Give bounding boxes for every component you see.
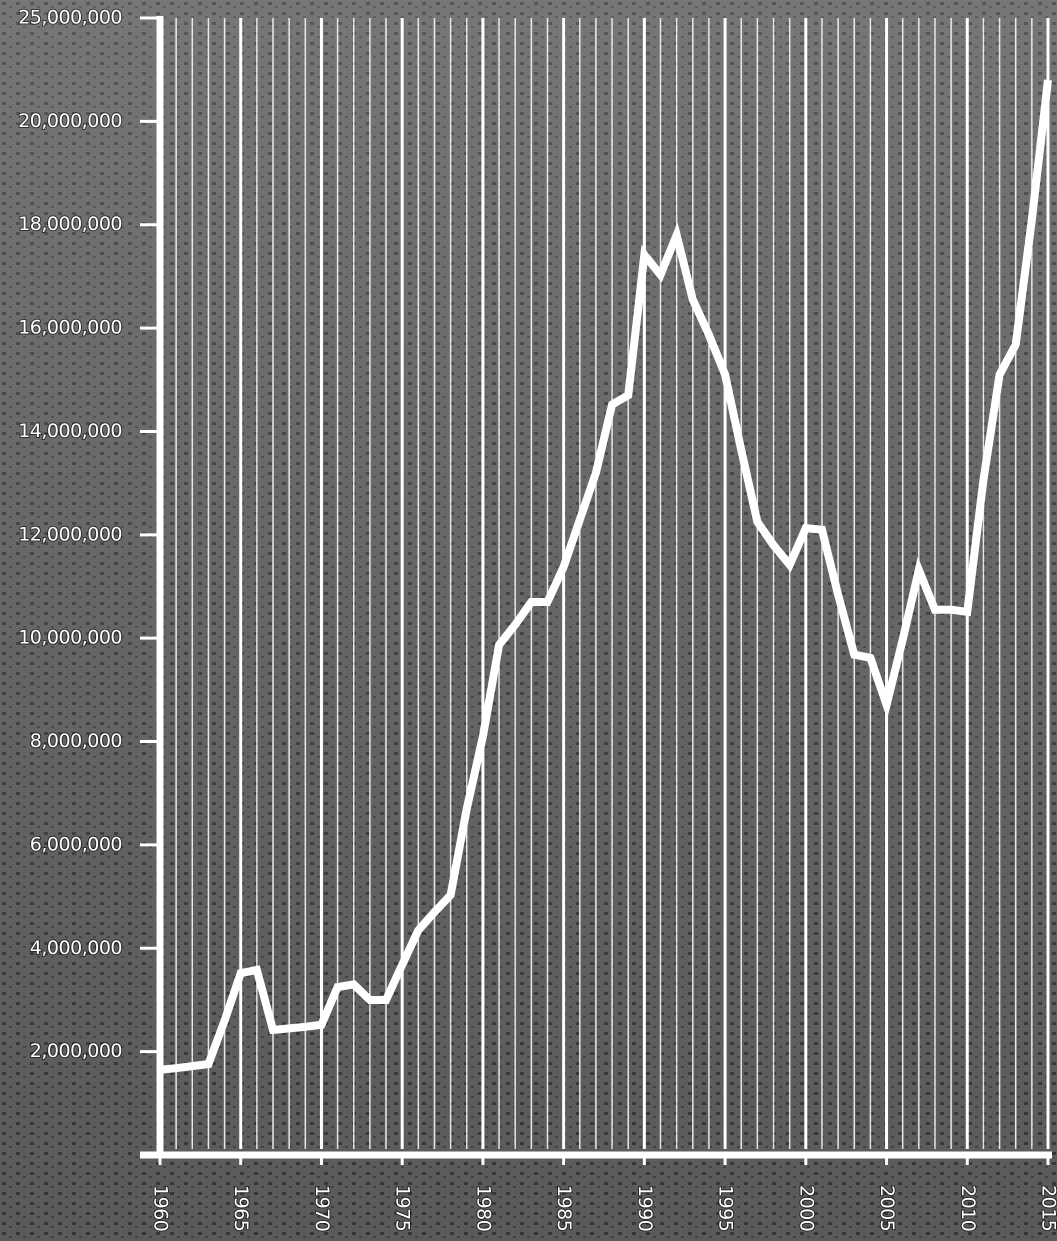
y-tick-label: 2,000,000 <box>30 1040 122 1062</box>
x-tick-label: 1990 <box>634 1185 656 1231</box>
y-tick-label: 4,000,000 <box>30 937 122 959</box>
y-tick-label: 8,000,000 <box>30 730 122 752</box>
y-axis-top-label: 25,000,000 <box>18 7 122 29</box>
x-tick-label: 1995 <box>715 1185 737 1231</box>
y-tick-label: 12,000,000 <box>18 523 122 545</box>
x-tick-label: 1960 <box>150 1185 172 1231</box>
x-tick-label: 1985 <box>553 1185 575 1231</box>
y-tick-label: 6,000,000 <box>30 833 122 855</box>
y-tick-label: 20,000,000 <box>18 110 122 132</box>
x-tick-label: 2015 <box>1038 1185 1057 1231</box>
x-tick-label: 2000 <box>795 1185 817 1231</box>
y-tick-label: 14,000,000 <box>18 420 122 442</box>
x-tick-label: 2005 <box>876 1185 898 1231</box>
y-tick-label: 18,000,000 <box>18 213 122 235</box>
y-tick-label: 16,000,000 <box>18 317 122 339</box>
x-tick-label: 1975 <box>392 1185 414 1231</box>
x-tick-label: 1970 <box>311 1185 333 1231</box>
x-tick-label: 1980 <box>472 1185 494 1231</box>
x-tick-label: 1965 <box>230 1185 252 1231</box>
data-line <box>159 79 1052 1074</box>
x-tick-label: 2010 <box>957 1185 979 1231</box>
y-tick-label: 10,000,000 <box>18 627 122 649</box>
